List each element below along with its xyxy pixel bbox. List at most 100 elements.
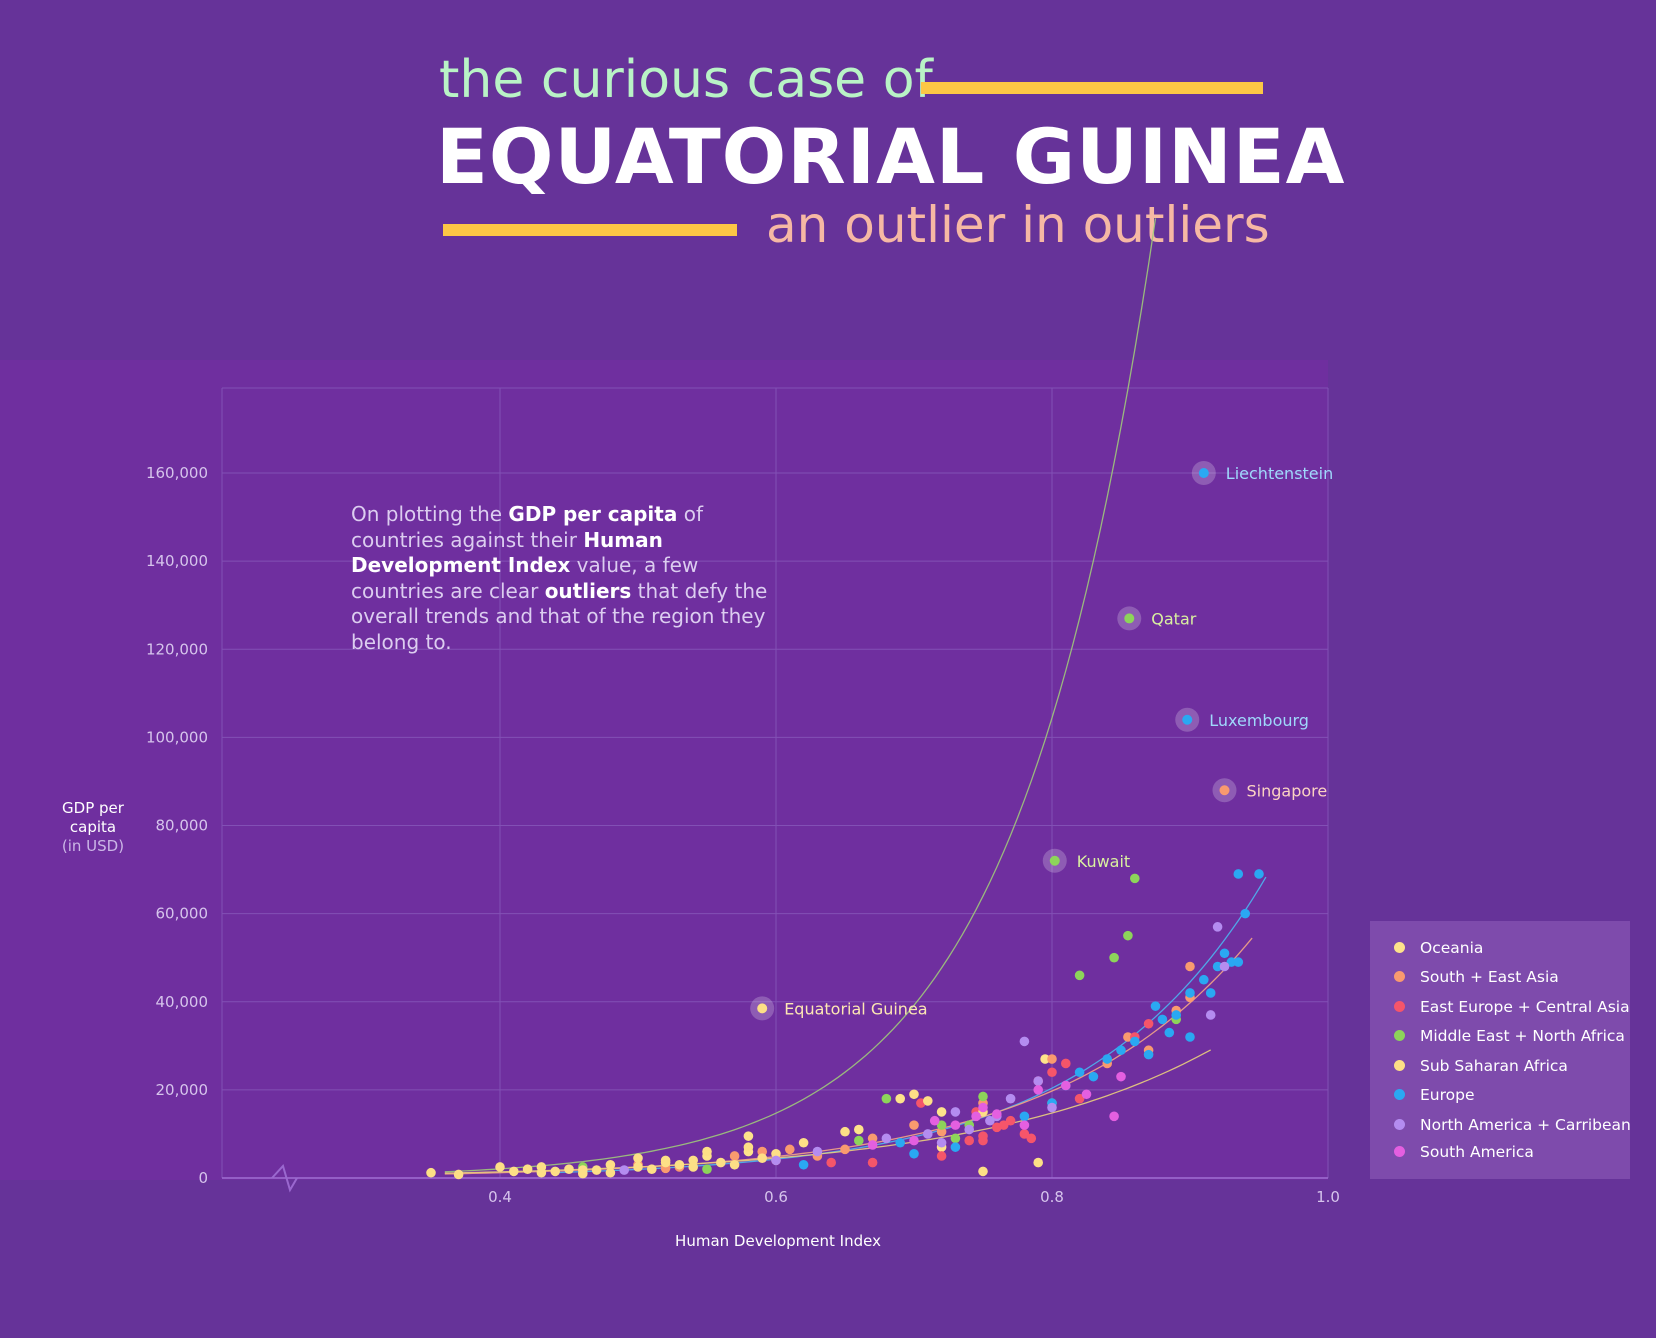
data-point xyxy=(702,1146,712,1157)
note-part-3: value, a few countries are clear xyxy=(351,553,699,603)
trend-line xyxy=(444,1049,1212,1174)
y-tick-label: 160,000 xyxy=(146,464,208,482)
data-point xyxy=(936,1120,947,1130)
data-point xyxy=(1109,952,1119,963)
y-tick-label: 100,000 xyxy=(146,728,208,746)
legend-dot xyxy=(1394,1030,1405,1041)
outlier-label: Luxembourg xyxy=(1209,711,1309,730)
title-rule-bottom xyxy=(443,224,737,236)
data-point xyxy=(1019,1129,1030,1139)
data-point xyxy=(1109,1111,1119,1122)
data-point xyxy=(1226,957,1237,967)
data-point xyxy=(840,1144,850,1155)
data-point xyxy=(1212,961,1223,972)
y-tick-label: 20,000 xyxy=(156,1081,209,1099)
legend: Oceania South + East Asia East Europe + … xyxy=(1370,921,1631,1179)
data-point xyxy=(771,1155,781,1166)
data-point xyxy=(936,1126,947,1137)
data-point xyxy=(798,1159,809,1170)
data-point xyxy=(936,1107,947,1117)
legend-dot xyxy=(1394,1001,1405,1012)
title-line-2: EQUATORIAL GUINEA xyxy=(436,112,1346,201)
data-point xyxy=(1019,1120,1030,1130)
data-point xyxy=(1040,1054,1050,1064)
data-point xyxy=(1240,908,1250,919)
data-point xyxy=(591,1165,602,1175)
outlier-point xyxy=(757,1003,768,1014)
note-part-4: that defy the overall trends and that of… xyxy=(351,578,768,654)
legend-dot xyxy=(1394,1119,1405,1130)
legend-item-europe[interactable]: Europe xyxy=(1394,1086,1475,1110)
x-tick-label: 0.6 xyxy=(764,1188,788,1206)
data-point xyxy=(978,1102,988,1113)
legend-item-sub-saharan-africa[interactable]: Sub Saharan Africa xyxy=(1394,1057,1568,1081)
y-tick-label: 0 xyxy=(198,1169,208,1187)
data-point xyxy=(950,1133,961,1144)
data-point xyxy=(1233,869,1244,879)
data-point xyxy=(578,1165,588,1175)
data-point xyxy=(771,1148,781,1159)
data-point xyxy=(605,1167,616,1178)
data-point xyxy=(881,1133,892,1144)
data-point xyxy=(619,1165,629,1175)
legend-item-south-east-asia[interactable]: South + East Asia xyxy=(1394,968,1559,992)
data-point xyxy=(950,1107,961,1117)
legend-dot xyxy=(1394,942,1405,953)
data-point xyxy=(826,1157,836,1168)
data-point xyxy=(881,1093,892,1104)
data-point xyxy=(978,1091,988,1102)
outlier-label: Singapore xyxy=(1247,781,1328,800)
outlier-point xyxy=(1219,785,1230,796)
data-point xyxy=(895,1093,905,1104)
data-point xyxy=(729,1159,740,1170)
data-point xyxy=(1123,1032,1133,1042)
note-part-2: of countries against their xyxy=(351,502,703,552)
note-bold-2: Human Development Index xyxy=(351,527,663,578)
data-point xyxy=(998,1120,1009,1130)
data-point xyxy=(453,1169,464,1180)
data-point xyxy=(923,1096,933,1106)
axis-break-icon xyxy=(271,1164,298,1193)
legend-item-east-europe-central-asia[interactable]: East Europe + Central Asia xyxy=(1394,998,1630,1022)
legend-item-south-america[interactable]: South America xyxy=(1394,1143,1534,1167)
data-point xyxy=(1033,1157,1043,1168)
data-point xyxy=(978,1166,988,1177)
data-point xyxy=(909,1089,919,1100)
legend-item-oceania[interactable]: Oceania xyxy=(1394,939,1483,963)
data-point xyxy=(757,1146,767,1157)
y-axis-label-unit: (in USD) xyxy=(61,837,125,855)
trend-line xyxy=(444,218,1157,1173)
legend-label: North America + Carribean xyxy=(1420,1116,1631,1134)
legend-label: East Europe + Central Asia xyxy=(1420,998,1630,1016)
data-point xyxy=(1074,970,1085,981)
data-point xyxy=(1019,1111,1030,1122)
data-point xyxy=(1081,1089,1092,1100)
data-point xyxy=(909,1135,919,1146)
legend-item-middle-east-north-africa[interactable]: Middle East + North Africa xyxy=(1394,1027,1625,1051)
data-point xyxy=(1047,1067,1057,1078)
data-point xyxy=(550,1166,560,1177)
data-point xyxy=(1185,988,1195,998)
y-axis-label-line1: GDP per xyxy=(62,799,124,817)
legend-dot xyxy=(1394,971,1405,982)
data-point xyxy=(1061,1080,1071,1091)
outlier-label: Kuwait xyxy=(1077,852,1130,871)
data-point xyxy=(716,1157,726,1168)
data-point xyxy=(1005,1115,1016,1126)
data-point xyxy=(909,1148,919,1159)
data-point xyxy=(1254,869,1264,879)
data-point xyxy=(647,1164,657,1174)
legend-item-north-america-carribean[interactable]: North America + Carribean xyxy=(1394,1116,1631,1140)
data-point xyxy=(992,1109,1002,1119)
data-point xyxy=(757,1153,767,1163)
data-point xyxy=(1019,1036,1030,1047)
outlier-label: Equatorial Guinea xyxy=(784,999,927,1018)
x-tick-label: 1.0 xyxy=(1316,1188,1340,1206)
data-point xyxy=(729,1151,740,1161)
data-point xyxy=(1157,1014,1168,1025)
data-point xyxy=(971,1111,981,1122)
note-part-1: On plotting the xyxy=(351,502,509,526)
data-point xyxy=(1150,1001,1161,1011)
data-point xyxy=(495,1162,505,1172)
